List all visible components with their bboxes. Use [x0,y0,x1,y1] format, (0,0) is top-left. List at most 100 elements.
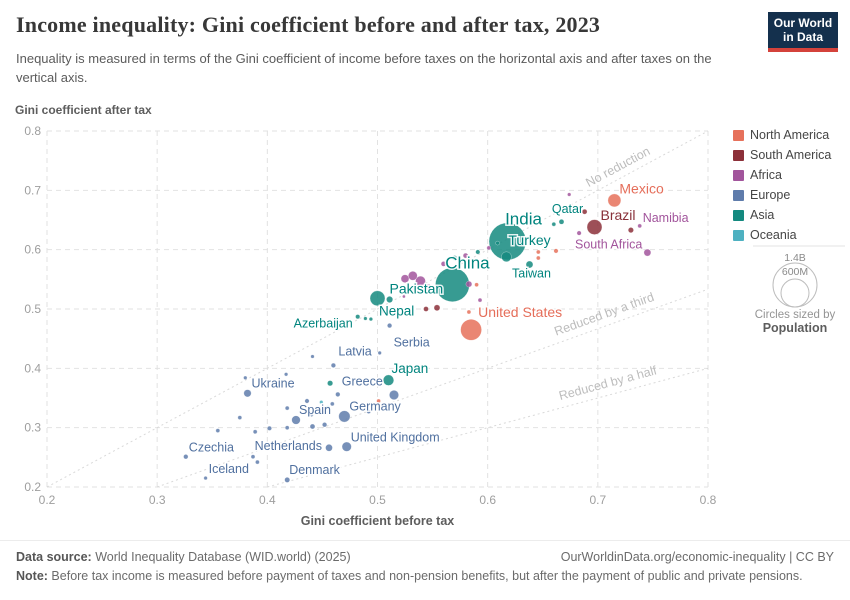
data-point[interactable] [267,425,272,431]
data-point[interactable] [327,380,334,387]
data-point[interactable] [310,354,315,359]
data-point[interactable] [536,249,541,255]
data-point[interactable] [284,372,289,377]
data-point[interactable] [440,261,447,267]
data-point[interactable] [255,459,260,465]
point-iceland[interactable] [203,476,208,481]
data-point[interactable] [477,297,483,303]
data-point[interactable] [325,405,331,410]
data-point[interactable] [542,237,548,242]
point-turkey[interactable] [501,251,512,263]
data-point[interactable] [627,227,634,234]
point-spain[interactable] [291,415,301,425]
y-tick-label: 0.8 [24,124,41,138]
legend-item-asia[interactable]: Asia [733,208,831,222]
data-point[interactable] [284,425,290,430]
point-mexico[interactable] [607,193,622,208]
point-greece[interactable] [335,391,341,397]
footer-link[interactable]: OurWorldinData.org/economic-inequality |… [561,550,834,564]
data-point[interactable] [424,283,432,291]
data-point[interactable] [402,294,406,299]
data-point[interactable] [551,221,557,227]
legend: North America South America Africa Europe As… [733,128,831,248]
data-point[interactable] [215,428,221,433]
point-label-iceland: Iceland [209,462,249,476]
point-qatar[interactable] [558,219,565,225]
data-point[interactable] [243,375,248,380]
point-czechia[interactable] [183,454,189,460]
point-ukraine[interactable] [243,389,252,398]
point-nepal[interactable] [386,296,394,303]
data-point[interactable] [330,401,335,407]
data-point[interactable] [252,429,258,435]
point-latvia[interactable] [330,362,336,368]
data-point[interactable] [451,255,458,261]
legend-label: Africa [750,168,782,182]
data-point[interactable] [567,192,572,197]
scatter-plot: 0.2 0.3 0.4 0.5 0.6 0.7 0.8 0.2 0.3 0.4 0.5 0.6 0.7 0… [24,124,845,528]
data-point[interactable] [495,240,500,246]
point-label-spain: Spain [299,403,331,417]
data-point[interactable] [466,309,472,315]
point-label-china: China [445,254,490,273]
point-germany[interactable] [338,410,351,423]
point-japan[interactable] [382,374,395,386]
legend-item-north-america[interactable]: North America [733,128,831,142]
legend-item-oceania[interactable]: Oceania [733,228,831,242]
data-point[interactable] [363,316,368,321]
point-pakistan[interactable] [369,290,386,307]
data-point[interactable] [322,422,328,428]
y-axis-title: Gini coefficient after tax [15,103,152,117]
point-azerbaijan[interactable] [355,314,361,320]
data-point[interactable] [408,271,418,281]
data-point[interactable] [536,255,541,261]
data-point[interactable] [366,409,371,414]
data-point[interactable] [474,282,479,287]
data-point[interactable] [465,280,473,288]
legend-item-south-america[interactable]: South America [733,148,831,162]
point-brazil[interactable] [586,219,603,235]
data-point[interactable] [475,249,481,255]
data-point[interactable] [270,442,276,448]
data-point[interactable] [380,309,386,314]
data-point[interactable] [284,405,290,411]
data-point[interactable] [576,230,582,236]
data-point[interactable] [486,245,492,251]
data-point[interactable] [319,400,324,405]
data-point[interactable] [309,423,316,430]
data-point[interactable] [309,412,314,417]
data-point[interactable] [304,398,310,404]
point-netherlands[interactable] [325,444,333,452]
legend-item-europe[interactable]: Europe [733,188,831,202]
data-point[interactable] [415,275,426,287]
data-point[interactable] [368,317,373,322]
data-point[interactable] [377,350,382,355]
data-point[interactable] [250,454,256,459]
owid-logo[interactable]: Our World in Data [768,12,838,52]
point-namibia[interactable] [637,223,642,229]
point-south-africa[interactable] [643,248,652,257]
legend-swatch-icon [733,129,744,141]
legend-item-africa[interactable]: Africa [733,168,831,182]
data-point[interactable] [400,274,410,283]
data-point[interactable] [581,208,588,215]
point-serbia[interactable] [387,323,393,329]
size-legend-caption: Circles sized by [755,309,836,321]
x-tick-label: 0.3 [149,493,166,507]
point-united-states[interactable] [460,319,482,341]
data-point[interactable] [237,415,243,420]
data-point[interactable] [433,304,441,312]
data-point[interactable] [376,398,381,404]
logo-line1: Our World [773,16,833,30]
point-united-kingdom[interactable] [341,441,352,452]
y-tick-label: 0.4 [24,361,41,375]
point-label-pakistan: Pakistan [390,280,444,296]
data-point[interactable] [462,252,469,259]
data-point[interactable] [553,248,559,254]
point-denmark[interactable] [284,477,291,483]
data-point[interactable] [389,390,399,400]
footer-url[interactable]: OurWorldinData.org/economic-inequality [560,550,786,564]
point-taiwan[interactable] [525,260,534,269]
data-source: Data source: World Inequality Database (… [16,550,351,564]
data-point[interactable] [423,306,429,312]
